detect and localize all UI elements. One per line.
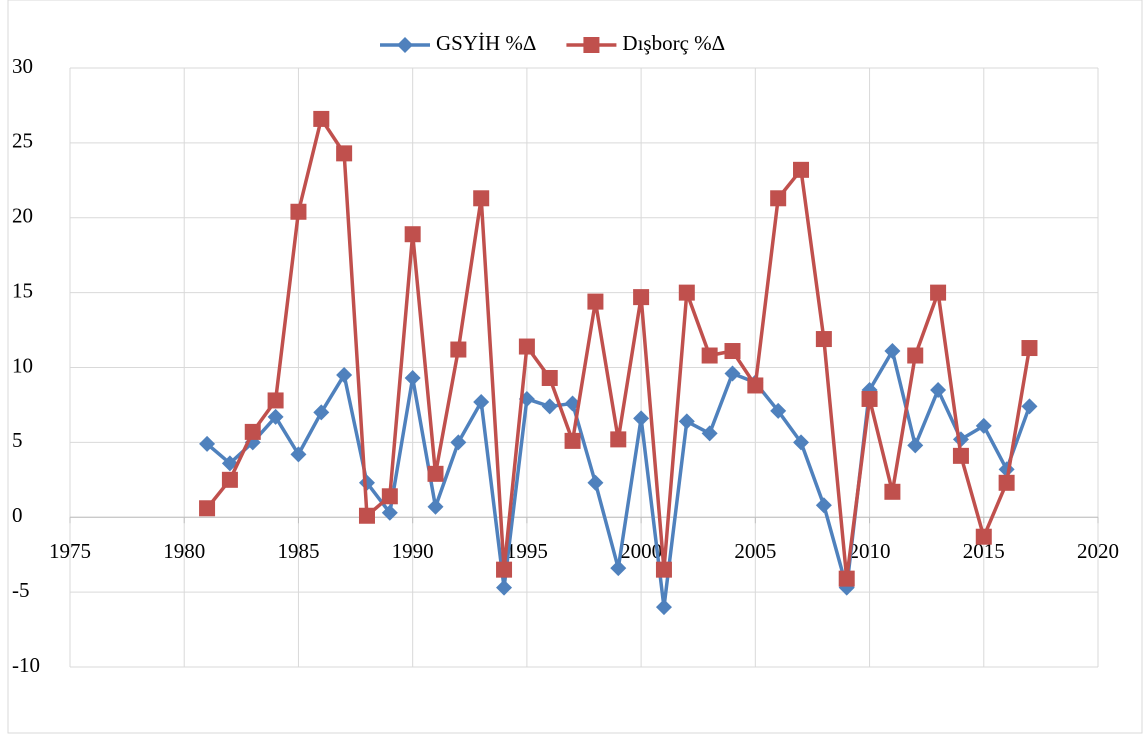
y-tick-label: 10 bbox=[12, 353, 33, 377]
x-tick-label: 2020 bbox=[1077, 539, 1119, 563]
marker bbox=[404, 226, 421, 243]
marker bbox=[541, 369, 558, 386]
marker bbox=[747, 377, 764, 394]
marker bbox=[381, 504, 398, 521]
marker bbox=[884, 343, 901, 360]
marker bbox=[267, 392, 284, 409]
marker bbox=[930, 381, 947, 398]
marker bbox=[358, 507, 375, 524]
legend-label: GSYİH %Δ bbox=[436, 31, 536, 55]
marker bbox=[1021, 398, 1038, 415]
marker bbox=[313, 110, 330, 127]
marker bbox=[496, 579, 513, 596]
marker bbox=[199, 435, 216, 452]
marker bbox=[701, 425, 718, 442]
x-tick-label: 2005 bbox=[734, 539, 776, 563]
legend-marker bbox=[397, 37, 413, 53]
marker bbox=[770, 402, 787, 419]
marker bbox=[336, 145, 353, 162]
marker bbox=[770, 190, 787, 207]
x-tick-label: 1985 bbox=[277, 539, 319, 563]
legend-label: Dışborç %Δ bbox=[622, 31, 725, 55]
marker bbox=[655, 599, 672, 616]
y-tick-label: 0 bbox=[12, 503, 23, 527]
marker bbox=[541, 398, 558, 415]
marker bbox=[336, 366, 353, 383]
marker bbox=[244, 423, 261, 440]
marker bbox=[701, 347, 718, 364]
marker bbox=[610, 560, 627, 577]
marker bbox=[975, 528, 992, 545]
marker bbox=[267, 408, 284, 425]
marker bbox=[952, 447, 969, 464]
marker bbox=[793, 434, 810, 451]
y-tick-label: 20 bbox=[12, 204, 33, 228]
marker bbox=[907, 347, 924, 364]
marker bbox=[998, 474, 1015, 491]
marker bbox=[975, 417, 992, 434]
marker bbox=[381, 488, 398, 505]
marker bbox=[518, 338, 535, 355]
marker bbox=[838, 570, 855, 587]
marker bbox=[450, 341, 467, 358]
marker bbox=[290, 446, 307, 463]
marker bbox=[496, 561, 513, 578]
marker bbox=[678, 413, 695, 430]
marker bbox=[313, 404, 330, 421]
marker bbox=[724, 365, 741, 382]
marker bbox=[587, 474, 604, 491]
marker bbox=[587, 293, 604, 310]
y-tick-label: 30 bbox=[12, 54, 33, 78]
marker bbox=[884, 483, 901, 500]
marker bbox=[815, 331, 832, 348]
y-tick-label: -5 bbox=[12, 578, 30, 602]
x-tick-label: 1975 bbox=[49, 539, 91, 563]
marker bbox=[404, 369, 421, 386]
marker bbox=[930, 284, 947, 301]
marker bbox=[199, 500, 216, 517]
x-tick-label: 2010 bbox=[849, 539, 891, 563]
x-tick-label: 1995 bbox=[506, 539, 548, 563]
marker bbox=[633, 289, 650, 306]
marker bbox=[724, 343, 741, 360]
marker bbox=[655, 561, 672, 578]
x-tick-label: 1980 bbox=[163, 539, 205, 563]
marker bbox=[564, 432, 581, 449]
y-tick-label: -10 bbox=[12, 653, 40, 677]
marker bbox=[427, 498, 444, 515]
marker bbox=[427, 465, 444, 482]
marker bbox=[793, 161, 810, 178]
marker bbox=[678, 284, 695, 301]
marker bbox=[473, 190, 490, 207]
marker bbox=[450, 434, 467, 451]
x-tick-label: 1990 bbox=[392, 539, 434, 563]
marker bbox=[610, 431, 627, 448]
marker bbox=[907, 437, 924, 454]
chart-frame bbox=[7, 0, 1143, 734]
y-tick-label: 15 bbox=[12, 278, 33, 302]
marker bbox=[473, 393, 490, 410]
marker bbox=[861, 390, 878, 407]
marker bbox=[1021, 340, 1038, 357]
marker bbox=[815, 497, 832, 514]
marker bbox=[221, 455, 238, 472]
y-tick-label: 5 bbox=[12, 428, 23, 452]
y-tick-label: 25 bbox=[12, 129, 33, 153]
marker bbox=[290, 203, 307, 220]
marker bbox=[633, 410, 650, 427]
marker bbox=[221, 471, 238, 488]
legend-marker bbox=[583, 37, 600, 53]
